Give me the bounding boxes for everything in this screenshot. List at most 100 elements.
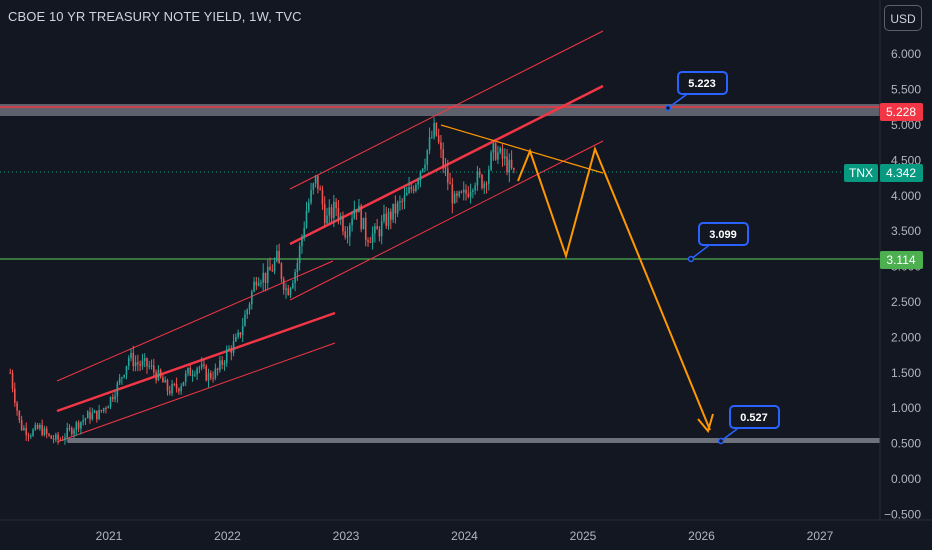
candle [351, 211, 353, 232]
candle-body [230, 348, 233, 353]
candle-body [360, 205, 362, 230]
candle [280, 262, 283, 283]
candle-body [369, 242, 372, 244]
candle-body [410, 187, 413, 190]
candle [431, 130, 433, 139]
candle-body [462, 189, 465, 193]
candle [355, 209, 358, 220]
candle [200, 357, 203, 371]
candle-body [403, 195, 406, 202]
candle [421, 168, 424, 174]
tag-symbol-label: TNX [849, 166, 873, 180]
callout-low-anchor [717, 437, 725, 445]
tag-current-price-label: 4.342 [886, 166, 916, 180]
candle [269, 257, 271, 271]
candle-body [415, 184, 417, 192]
candle [451, 177, 454, 214]
candle [424, 158, 426, 173]
candle-body [121, 377, 123, 379]
candle-body [433, 122, 435, 138]
candle-body [196, 368, 198, 375]
candle-body [481, 174, 483, 189]
candle [57, 431, 59, 445]
candle-body [182, 381, 185, 387]
candle [255, 276, 258, 291]
candle-body [127, 358, 130, 366]
upper-channel-top [289, 30, 604, 190]
time-scale[interactable]: 2021 2022 2023 2024 2025 2026 2027 [96, 529, 834, 543]
candle-body [319, 188, 321, 191]
candle-body [355, 209, 358, 213]
candle-body [45, 428, 48, 434]
candle-body [105, 408, 107, 410]
upper-channel-bottom [289, 140, 604, 301]
candle-body [417, 180, 419, 185]
candle-body [50, 435, 53, 439]
candle [70, 426, 73, 437]
currency-button[interactable]: USD [884, 5, 922, 31]
candle [282, 276, 285, 295]
candle [344, 226, 347, 240]
candle-body [64, 437, 66, 440]
candle-body [353, 209, 356, 219]
candle [98, 404, 100, 421]
candle [353, 200, 356, 220]
callout-mid-label: 3.099 [709, 229, 737, 241]
candle-body [260, 282, 262, 284]
candle [348, 222, 351, 247]
candle-body [175, 383, 178, 389]
candle-body [465, 189, 467, 194]
callout-low[interactable]: 0.527 [717, 405, 780, 445]
price-scale[interactable]: 6.0005.5005.0004.5004.0003.5003.0002.500… [884, 47, 921, 521]
candle [148, 360, 151, 370]
candle [207, 368, 210, 388]
candle-body [494, 143, 497, 160]
candle [399, 195, 401, 211]
candle-body [61, 439, 64, 441]
candle [501, 144, 504, 167]
candle [264, 272, 267, 292]
candle [266, 258, 269, 291]
candle [412, 185, 415, 194]
candle [141, 353, 144, 370]
candle-body [326, 215, 328, 224]
candle [34, 422, 37, 431]
candles [9, 117, 515, 445]
candle-body [390, 211, 392, 220]
candle-body [269, 266, 271, 271]
candle-body [467, 193, 470, 197]
candle-body [426, 150, 429, 165]
candle [362, 217, 365, 230]
candle [383, 204, 385, 224]
candle [121, 376, 123, 385]
projected-path [517, 145, 711, 431]
price-tick: 0.000 [891, 472, 921, 486]
candle [410, 182, 413, 193]
callout-high[interactable]: 5.223 [664, 71, 728, 112]
candle [223, 360, 226, 371]
candle [476, 165, 479, 191]
candle-body [431, 137, 433, 139]
candle-body [155, 372, 157, 381]
candle-body [29, 435, 32, 437]
candle-body [292, 283, 294, 289]
candle-body [228, 348, 230, 350]
candle-body [328, 207, 331, 216]
callout-mid[interactable]: 3.099 [687, 222, 749, 263]
candle [216, 367, 219, 376]
candle-body [34, 424, 37, 430]
candle-body [408, 187, 410, 194]
candle-body [380, 221, 383, 237]
candle-body [125, 365, 128, 375]
candle-body [346, 236, 349, 238]
candle-body [132, 352, 135, 367]
candle [456, 190, 458, 203]
candle-body [43, 428, 46, 436]
candle [14, 382, 16, 407]
candle-body [32, 429, 34, 436]
candle-body [180, 386, 182, 392]
candle-body [27, 435, 30, 437]
candle [111, 393, 114, 403]
candle-body [118, 378, 121, 384]
